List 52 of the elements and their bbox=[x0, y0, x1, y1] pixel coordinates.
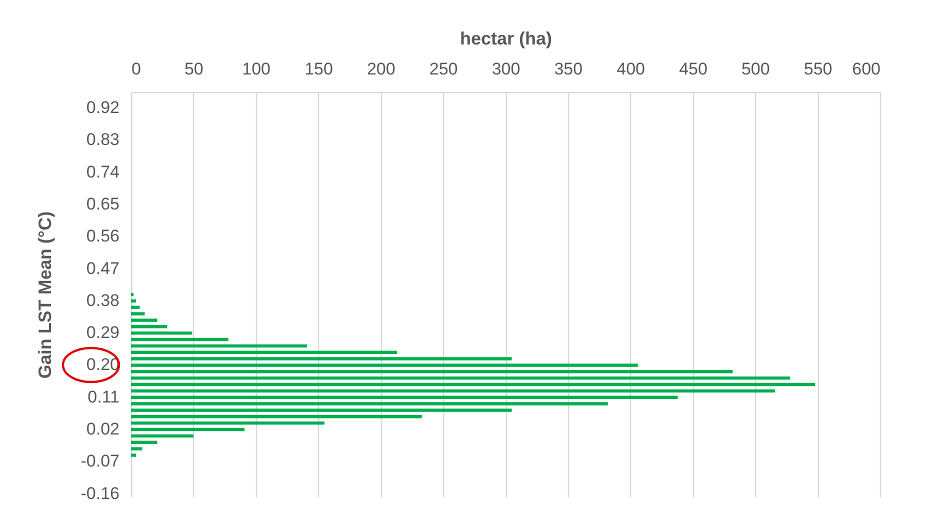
x-tick-label: 250 bbox=[429, 60, 458, 78]
y-axis-title: Gain LST Mean (°C) bbox=[34, 211, 55, 379]
x-tick-label: 100 bbox=[242, 60, 271, 78]
x-tick-label: 300 bbox=[492, 60, 520, 78]
y-tick-label: 0.65 bbox=[86, 194, 120, 214]
x-tick-label: 50 bbox=[184, 60, 204, 78]
bar bbox=[131, 306, 140, 309]
bar bbox=[131, 382, 816, 386]
x-tick-label: 600 bbox=[852, 60, 880, 78]
y-tick-label: 0.38 bbox=[86, 290, 120, 310]
bar bbox=[131, 396, 678, 399]
bar bbox=[131, 415, 422, 418]
bar bbox=[131, 454, 136, 457]
bar bbox=[131, 357, 512, 360]
x-tick-label: 350 bbox=[554, 60, 583, 78]
y-tick-label: 0.29 bbox=[86, 323, 120, 342]
x-tick-label: 200 bbox=[366, 60, 396, 78]
bar bbox=[131, 376, 790, 380]
bar bbox=[131, 408, 512, 412]
bar bbox=[131, 389, 776, 393]
bar bbox=[131, 338, 228, 342]
y-tick-label: 0.92 bbox=[86, 98, 120, 118]
y-tick-label: 0.47 bbox=[86, 258, 120, 278]
y-tick-label: -0.16 bbox=[80, 484, 120, 503]
x-tick-label: 400 bbox=[616, 60, 646, 78]
bar bbox=[131, 434, 194, 438]
bar bbox=[131, 440, 158, 444]
bar bbox=[131, 421, 324, 425]
bar bbox=[131, 331, 192, 335]
bar bbox=[131, 350, 397, 354]
bar bbox=[131, 447, 142, 450]
bar bbox=[131, 344, 308, 348]
y-tick-label: 0.56 bbox=[86, 226, 120, 246]
bar bbox=[131, 325, 168, 328]
y-tick-label: 0.74 bbox=[86, 162, 120, 182]
bar bbox=[131, 364, 638, 367]
x-tick-label: 450 bbox=[679, 60, 708, 78]
bar bbox=[131, 402, 608, 406]
bar bbox=[131, 370, 733, 374]
y-tick-label: 0.02 bbox=[86, 420, 120, 438]
y-tick-label: 0.83 bbox=[86, 130, 120, 150]
y-tick-label: -0.07 bbox=[80, 452, 120, 471]
bar bbox=[131, 312, 145, 316]
x-axis-title: hectar (ha) bbox=[460, 28, 552, 48]
y-tick-label: 0.11 bbox=[88, 387, 120, 406]
x-tick-label: 500 bbox=[741, 60, 770, 78]
x-tick-label: 150 bbox=[304, 60, 333, 78]
x-tick-label: 550 bbox=[804, 60, 832, 78]
bar bbox=[131, 428, 245, 432]
bar bbox=[131, 318, 158, 322]
x-tick-label: 0 bbox=[132, 60, 141, 78]
bar bbox=[131, 299, 136, 303]
